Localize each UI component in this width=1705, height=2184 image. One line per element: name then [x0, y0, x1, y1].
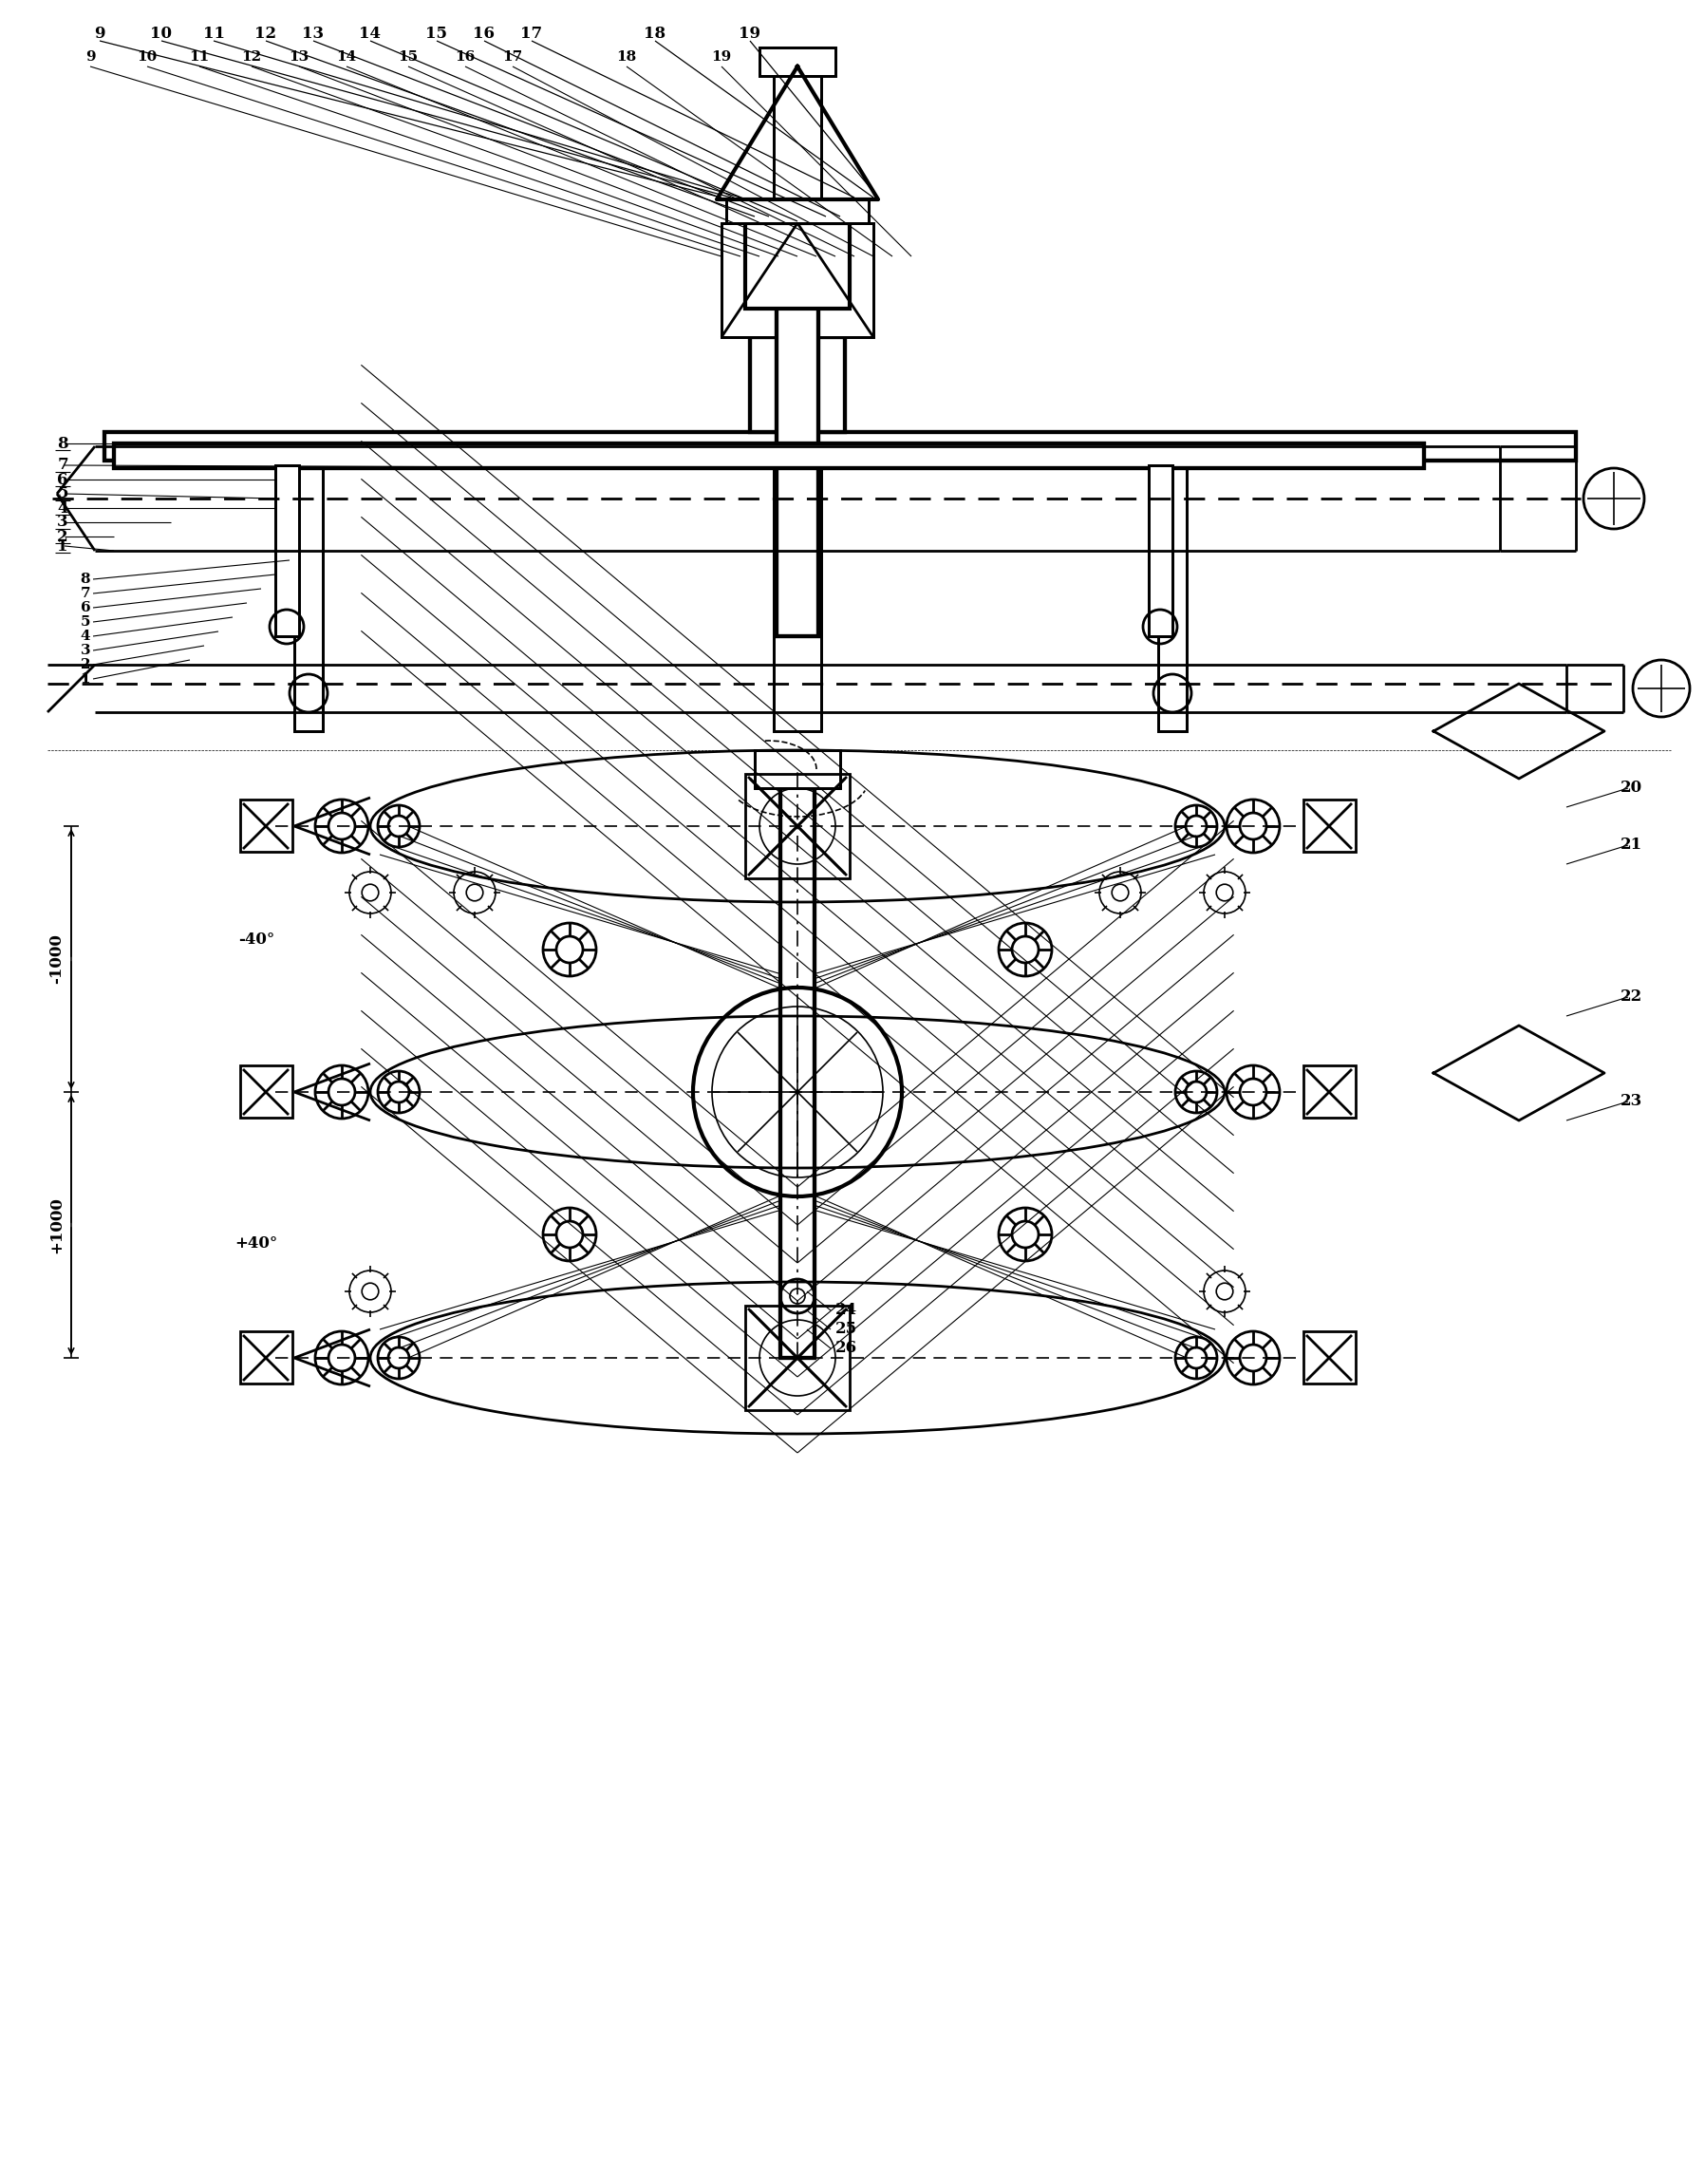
Bar: [114, 443, 1424, 467]
Bar: [726, 199, 868, 223]
Bar: [275, 465, 298, 636]
Text: 20: 20: [1620, 780, 1642, 797]
Text: +40°: +40°: [235, 1236, 278, 1251]
Bar: [750, 336, 846, 432]
Bar: [755, 749, 841, 788]
Bar: [750, 336, 846, 432]
Bar: [1149, 465, 1173, 636]
Bar: [745, 773, 849, 878]
Bar: [1303, 1332, 1355, 1382]
Bar: [240, 1332, 292, 1382]
Text: 6: 6: [80, 601, 90, 614]
Text: 8: 8: [58, 435, 68, 452]
Bar: [1158, 446, 1187, 732]
Bar: [755, 749, 841, 788]
Bar: [776, 304, 818, 636]
Text: 1: 1: [80, 673, 90, 686]
Text: 4: 4: [58, 500, 68, 515]
Text: 6: 6: [58, 472, 68, 487]
Bar: [1149, 465, 1173, 636]
Bar: [275, 465, 298, 636]
Bar: [721, 223, 873, 336]
Text: 23: 23: [1620, 1094, 1642, 1109]
Bar: [781, 769, 815, 1358]
Bar: [745, 223, 849, 308]
Bar: [726, 199, 868, 223]
Bar: [721, 223, 873, 336]
Text: 9: 9: [94, 26, 106, 41]
Text: 1: 1: [58, 537, 68, 555]
Text: 11: 11: [203, 26, 225, 41]
Text: 19: 19: [738, 26, 760, 41]
Text: 14: 14: [336, 50, 356, 63]
Bar: [745, 1306, 849, 1411]
Text: 26: 26: [835, 1341, 858, 1356]
Text: 3: 3: [80, 644, 90, 657]
Bar: [295, 446, 322, 732]
Text: 2: 2: [58, 529, 68, 544]
Bar: [295, 446, 322, 732]
Text: 12: 12: [254, 26, 276, 41]
Text: 7: 7: [58, 456, 68, 474]
Text: 12: 12: [242, 50, 261, 63]
Text: 13: 13: [302, 26, 324, 41]
Text: 22: 22: [1620, 989, 1642, 1005]
Text: 17: 17: [503, 50, 523, 63]
Bar: [776, 304, 818, 636]
Text: 24: 24: [835, 1302, 858, 1319]
Bar: [104, 432, 1575, 461]
Bar: [774, 48, 822, 732]
Bar: [745, 223, 849, 308]
Text: 19: 19: [711, 50, 731, 63]
Text: 8: 8: [80, 572, 90, 585]
Text: 7: 7: [80, 587, 90, 601]
Text: 15: 15: [399, 50, 418, 63]
Bar: [240, 1066, 292, 1118]
Text: 14: 14: [360, 26, 382, 41]
Bar: [240, 799, 292, 852]
Bar: [1158, 446, 1187, 732]
Bar: [104, 432, 1575, 461]
Text: 15: 15: [426, 26, 448, 41]
Text: 25: 25: [835, 1321, 858, 1337]
Bar: [1303, 1066, 1355, 1118]
Text: 18: 18: [617, 50, 636, 63]
Text: 17: 17: [520, 26, 542, 41]
Bar: [759, 48, 835, 76]
Text: 18: 18: [644, 26, 667, 41]
Text: 5: 5: [58, 485, 68, 502]
Text: 3: 3: [58, 513, 68, 531]
Text: 5: 5: [80, 616, 90, 629]
Text: 16: 16: [474, 26, 494, 41]
Text: 10: 10: [136, 50, 157, 63]
Text: 11: 11: [189, 50, 210, 63]
Text: 4: 4: [80, 629, 90, 642]
Bar: [781, 769, 815, 1358]
Bar: [774, 48, 822, 732]
Text: 16: 16: [455, 50, 476, 63]
Text: 21: 21: [1620, 836, 1642, 854]
Text: 13: 13: [288, 50, 309, 63]
Text: 9: 9: [85, 50, 95, 63]
Text: -1000: -1000: [49, 935, 65, 985]
Text: -40°: -40°: [239, 933, 275, 948]
Text: 2: 2: [80, 657, 90, 670]
Text: 10: 10: [150, 26, 172, 41]
Text: +1000: +1000: [49, 1197, 65, 1254]
Bar: [1303, 799, 1355, 852]
Bar: [114, 443, 1424, 467]
Bar: [759, 48, 835, 76]
